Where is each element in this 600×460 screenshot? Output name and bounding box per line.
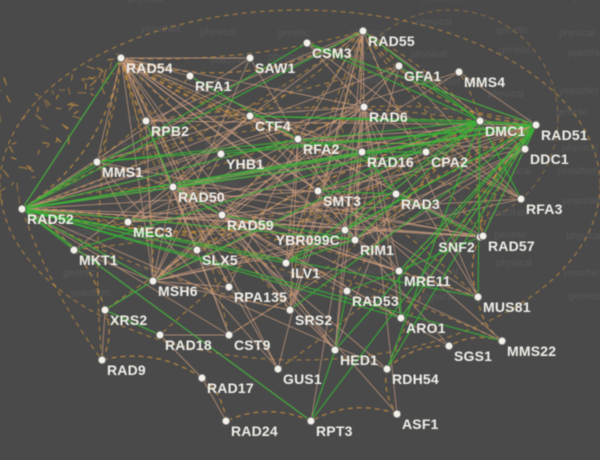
svg-text:genetic: genetic xyxy=(277,28,309,39)
svg-text:physical: physical xyxy=(419,292,455,303)
svg-text:physical: physical xyxy=(559,28,595,39)
svg-text:genetic: genetic xyxy=(556,107,588,118)
svg-text:yeastNet: yeastNet xyxy=(567,48,600,59)
svg-text:yeastNet: yeastNet xyxy=(559,86,599,97)
svg-text:genetic: genetic xyxy=(496,25,528,36)
svg-text:yeastNet: yeastNet xyxy=(557,166,597,177)
svg-text:physical: physical xyxy=(411,49,447,60)
svg-text:physical: physical xyxy=(496,258,532,269)
svg-text:physical: physical xyxy=(416,17,452,28)
svg-text:physical: physical xyxy=(566,231,600,242)
svg-text:physical: physical xyxy=(128,0,164,5)
svg-text:yeastNet: yeastNet xyxy=(422,0,462,4)
svg-text:yeastNet: yeastNet xyxy=(210,55,250,66)
svg-text:physical: physical xyxy=(200,27,236,38)
svg-text:yeastNet: yeastNet xyxy=(562,196,600,207)
svg-text:genetic: genetic xyxy=(568,291,600,302)
svg-text:physical: physical xyxy=(488,89,524,100)
svg-text:yeastNet: yeastNet xyxy=(563,268,600,279)
svg-text:physical: physical xyxy=(269,105,305,116)
svg-text:yeastNet: yeastNet xyxy=(573,0,600,3)
svg-text:genetic: genetic xyxy=(499,45,531,56)
svg-text:yeastNet: yeastNet xyxy=(70,288,110,299)
